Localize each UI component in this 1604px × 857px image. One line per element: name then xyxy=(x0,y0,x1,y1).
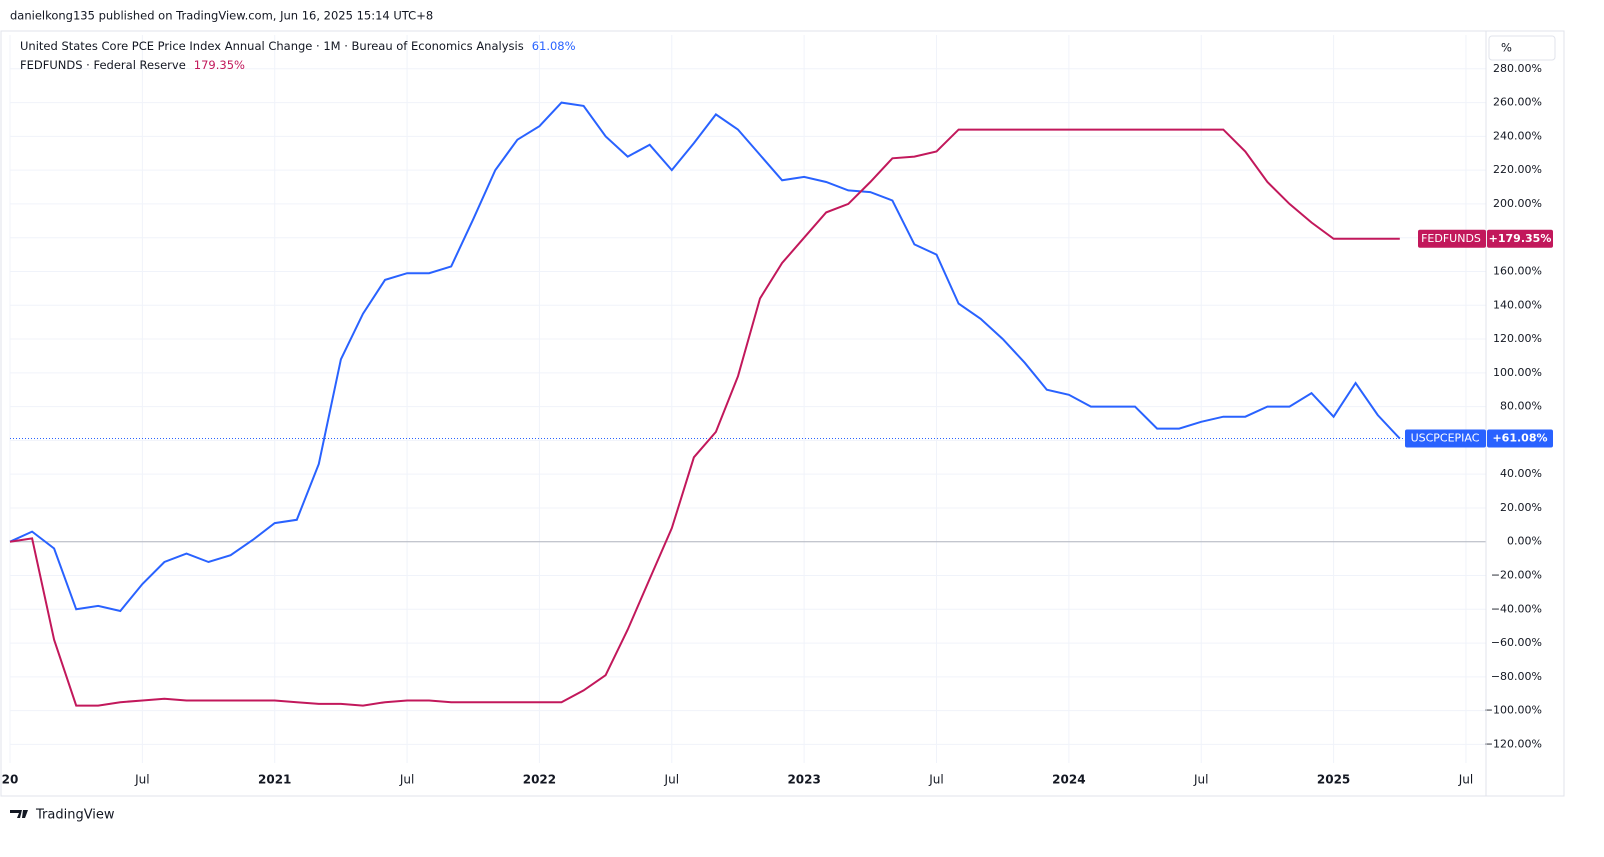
legend-entry: FEDFUNDS · Federal Reserve 179.35% xyxy=(20,58,245,72)
x-tick-label: Jul xyxy=(134,773,149,787)
legend-value: 61.08% xyxy=(532,39,576,53)
y-tick-label: −120.00% xyxy=(1484,737,1542,750)
y-tick-label: 80.00% xyxy=(1500,400,1542,413)
series-tag-label: USCPCEPIAC xyxy=(1411,432,1480,445)
y-tick-label: 40.00% xyxy=(1500,467,1542,480)
series-line xyxy=(9,128,1400,707)
scale-button-label: % xyxy=(1501,41,1512,55)
x-tick-label: Jul xyxy=(928,773,943,787)
y-tick-label: 160.00% xyxy=(1493,264,1542,277)
legend-name: United States Core PCE Price Index Annua… xyxy=(20,39,524,53)
logo xyxy=(10,810,28,818)
x-tick-label: 2021 xyxy=(258,773,291,787)
y-tick-label: 100.00% xyxy=(1493,366,1542,379)
x-tick-label: Jul xyxy=(399,773,414,787)
header: danielkong135 published on TradingView.c… xyxy=(10,9,433,23)
x-tick-label: 2023 xyxy=(787,773,820,787)
y-tick-label: 280.00% xyxy=(1493,62,1542,75)
y-tick-label: −40.00% xyxy=(1491,602,1542,615)
x-tick-label: Jul xyxy=(1193,773,1208,787)
x-tick-label: Jul xyxy=(1458,773,1473,787)
footer: TradingView xyxy=(35,808,115,823)
legend-entry: United States Core PCE Price Index Annua… xyxy=(20,39,576,53)
y-tick-label: 240.00% xyxy=(1493,129,1542,142)
legend-name: FEDFUNDS · Federal Reserve xyxy=(20,58,186,72)
y-tick-label: −80.00% xyxy=(1491,670,1542,683)
y-tick-label: 140.00% xyxy=(1493,298,1542,311)
y-tick-label: 120.00% xyxy=(1493,332,1542,345)
y-tick-label: 20.00% xyxy=(1500,501,1542,514)
x-tick-label: Jul xyxy=(664,773,679,787)
y-tick-label: −100.00% xyxy=(1484,704,1542,717)
x-tick-label: 2024 xyxy=(1052,773,1085,787)
y-tick-label: 0.00% xyxy=(1507,535,1542,548)
value-tag xyxy=(1487,229,1553,248)
frame xyxy=(0,30,1565,797)
value-tag xyxy=(1487,429,1553,448)
y-tick-label: −60.00% xyxy=(1491,636,1542,649)
series-tag xyxy=(1418,229,1486,248)
y-tick-label: 220.00% xyxy=(1493,163,1542,176)
series-line xyxy=(9,101,1401,613)
y-tick-label: −20.00% xyxy=(1491,569,1542,582)
y-tick-label: 260.00% xyxy=(1493,96,1542,109)
y-tick-label: 200.00% xyxy=(1493,197,1542,210)
scale-button[interactable] xyxy=(1488,35,1556,61)
x-tick-label: 20 xyxy=(2,773,19,787)
series-tag-label: FEDFUNDS xyxy=(1421,232,1481,245)
value-tag-label: +61.08% xyxy=(1492,432,1547,445)
legend-value: 179.35% xyxy=(194,58,245,72)
series-tag xyxy=(1405,429,1486,448)
value-tag-label: +179.35% xyxy=(1489,232,1552,245)
x-tick-label: 2022 xyxy=(523,773,556,787)
x-tick-label: 2025 xyxy=(1317,773,1350,787)
